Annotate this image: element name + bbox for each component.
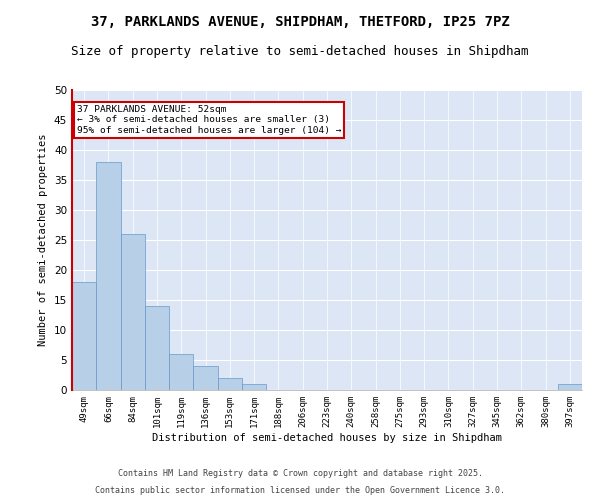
Bar [145,306,169,390]
Y-axis label: Number of semi-detached properties: Number of semi-detached properties [38,134,49,346]
Text: Size of property relative to semi-detached houses in Shipdham: Size of property relative to semi-detach… [71,45,529,58]
Bar [121,234,145,390]
X-axis label: Distribution of semi-detached houses by size in Shipdham: Distribution of semi-detached houses by … [152,432,502,442]
Text: Contains HM Land Registry data © Crown copyright and database right 2025.: Contains HM Land Registry data © Crown c… [118,468,482,477]
Bar [558,384,582,390]
Bar [96,162,121,390]
Bar [242,384,266,390]
Bar [218,378,242,390]
Bar [169,354,193,390]
Bar [193,366,218,390]
Text: Contains public sector information licensed under the Open Government Licence 3.: Contains public sector information licen… [95,486,505,495]
Text: 37, PARKLANDS AVENUE, SHIPDHAM, THETFORD, IP25 7PZ: 37, PARKLANDS AVENUE, SHIPDHAM, THETFORD… [91,15,509,29]
Text: 37 PARKLANDS AVENUE: 52sqm
← 3% of semi-detached houses are smaller (3)
95% of s: 37 PARKLANDS AVENUE: 52sqm ← 3% of semi-… [77,105,341,135]
Bar [72,282,96,390]
